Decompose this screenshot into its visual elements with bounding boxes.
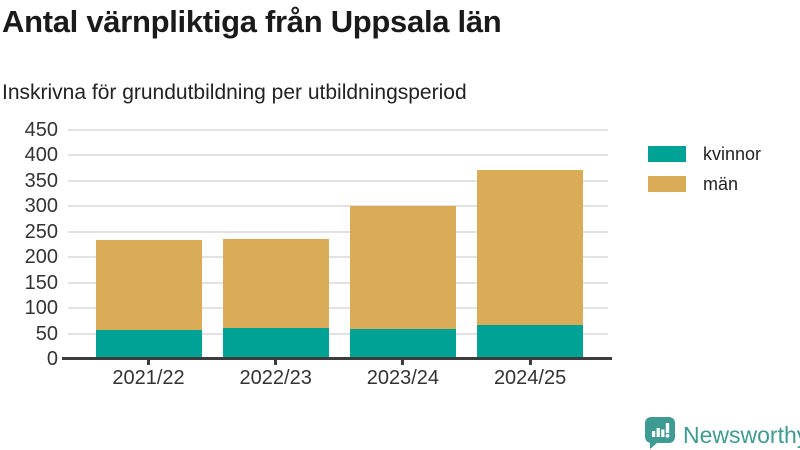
legend-item-kvinnor: kvinnor [648, 143, 762, 164]
chart-subtitle: Inskrivna för grundutbildning per utbild… [2, 81, 467, 104]
newsworthy-brand-text: Newsworthy [683, 421, 800, 448]
chart-title: Antal värnpliktiga från Uppsala län [2, 4, 502, 39]
newsworthy-brand: Newsworthy [644, 416, 800, 450]
legend-swatch-man [648, 176, 686, 192]
bar-segment-kvinnor-2023/24 [349, 328, 456, 359]
y-axis-labels: 0 50 100 150 200 250 300 350 400 450 [0, 119, 58, 370]
gridline [68, 256, 608, 259]
x-tick [147, 360, 150, 365]
gridline [68, 154, 608, 157]
plot-area [68, 129, 608, 359]
x-category-label: 2024/25 [493, 367, 567, 389]
bar-segment-kvinnor-2024/25 [477, 324, 584, 359]
y-tick-label: 450 [24, 119, 58, 141]
y-tick-label: 100 [24, 297, 58, 320]
legend-item-man: män [648, 173, 761, 194]
bar-segment-män-2022/23 [222, 238, 329, 328]
newsworthy-logo-icon [644, 416, 676, 450]
gridline [68, 332, 608, 335]
y-tick-label: 150 [24, 271, 58, 294]
x-category-label: 2023/24 [366, 367, 440, 389]
bar-segment-kvinnor-2021/22 [95, 329, 202, 359]
legend-label-kvinnor: kvinnor [703, 143, 762, 164]
gridline [68, 230, 608, 233]
x-tick [528, 360, 532, 365]
legend: kvinnor män [648, 143, 762, 206]
bar-segment-kvinnor-2022/23 [222, 327, 329, 359]
x-axis-line [62, 357, 612, 360]
y-tick-label: 200 [24, 246, 58, 269]
y-tick-label: 250 [24, 220, 58, 243]
y-tick-label: 400 [24, 144, 58, 167]
gridline [68, 205, 608, 208]
y-tick-label: 300 [24, 195, 58, 218]
x-category-label: 2022/23 [239, 367, 312, 389]
x-category-label: 2021/22 [112, 367, 185, 389]
y-tick-label: 350 [24, 169, 58, 192]
x-tick [401, 360, 405, 365]
y-tick-label: 0 [46, 348, 58, 370]
bar-segment-män-2023/24 [349, 205, 456, 329]
x-tick [274, 360, 278, 365]
gridline [68, 129, 608, 131]
y-tick-label: 50 [35, 322, 58, 345]
gridline [68, 307, 608, 310]
legend-swatch-kvinnor [648, 146, 686, 162]
bar-segment-män-2024/25 [477, 169, 584, 325]
legend-label-man: män [703, 173, 739, 194]
gridline [68, 281, 608, 284]
gridline [68, 179, 608, 182]
bar-segment-män-2021/22 [95, 239, 202, 330]
